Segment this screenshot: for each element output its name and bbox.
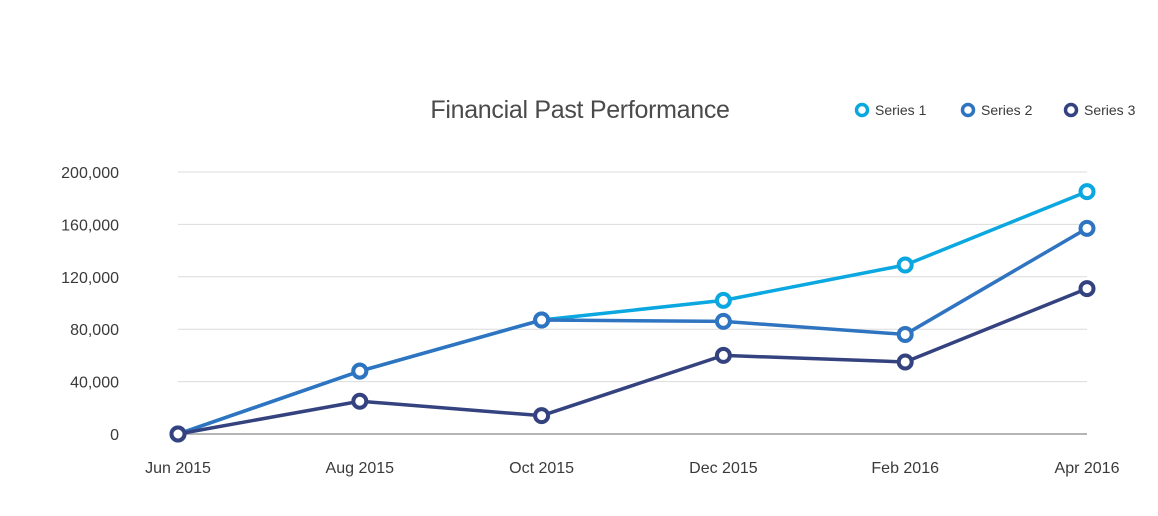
x-axis: Jun 2015 Aug 2015 Oct 2015 Dec 2015 Feb 2016… — [145, 460, 1119, 477]
data-point — [896, 353, 914, 371]
data-point — [169, 425, 187, 443]
series-3 — [169, 280, 1096, 443]
series-line — [176, 286, 1089, 436]
data-point — [351, 362, 369, 380]
y-tick-label: 200,000 — [61, 165, 119, 182]
x-tick-label: Apr 2016 — [1055, 460, 1120, 477]
data-point — [714, 346, 732, 364]
legend-label: Series 3 — [1084, 102, 1136, 118]
series-2 — [169, 219, 1096, 443]
y-tick-label: 40,000 — [70, 375, 119, 392]
series-line — [176, 189, 1089, 436]
data-point — [1078, 280, 1096, 298]
data-point — [896, 256, 914, 274]
x-tick-label: Dec 2015 — [689, 460, 758, 477]
x-tick-label: Oct 2015 — [509, 460, 574, 477]
legend-marker — [960, 102, 976, 118]
legend-item: Series 2 — [960, 102, 1033, 118]
data-point — [533, 407, 551, 425]
data-point — [1078, 183, 1096, 201]
legend-label: Series 1 — [875, 102, 927, 118]
legend-label: Series 2 — [981, 102, 1033, 118]
data-point — [896, 325, 914, 343]
data-point — [533, 311, 551, 329]
data-point — [714, 291, 732, 309]
y-tick-label: 120,000 — [61, 270, 119, 287]
y-tick-label: 80,000 — [70, 322, 119, 339]
legend-item: Series 1 — [854, 102, 927, 118]
data-point — [351, 392, 369, 410]
x-tick-label: Jun 2015 — [145, 460, 211, 477]
x-tick-label: Feb 2016 — [871, 460, 939, 477]
series-lines — [169, 183, 1096, 443]
y-axis: 0 40,000 80,000 120,000 160,000 200,000 — [61, 165, 119, 444]
legend-marker — [1063, 102, 1079, 118]
legend-marker — [854, 102, 870, 118]
data-point — [1078, 219, 1096, 237]
legend-item: Series 3 — [1063, 102, 1136, 118]
series-1 — [169, 183, 1096, 443]
y-tick-label: 0 — [110, 427, 119, 444]
data-point — [714, 312, 732, 330]
x-tick-label: Aug 2015 — [326, 460, 395, 477]
grid-lines — [178, 171, 1087, 435]
chart-title: Financial Past Performance — [430, 96, 729, 124]
y-tick-label: 160,000 — [61, 217, 119, 234]
legend: Series 1 Series 2 Series 3 — [854, 102, 1136, 118]
series-line — [176, 226, 1089, 436]
